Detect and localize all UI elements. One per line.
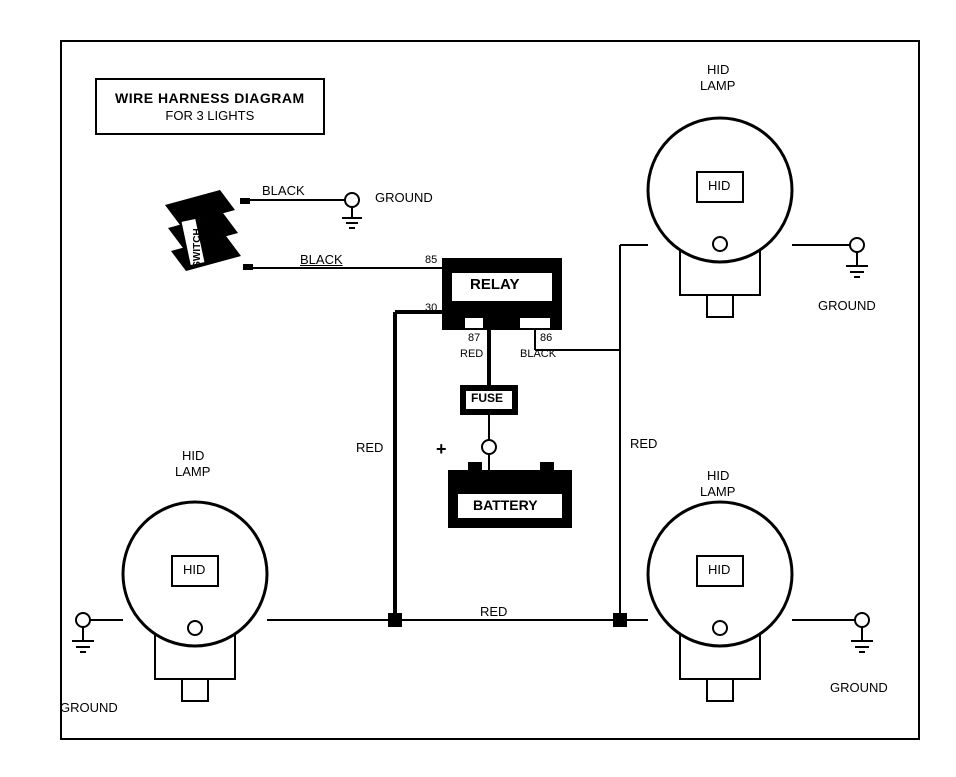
- svg-text:SWITCH: SWITCH: [192, 228, 203, 267]
- label-hidlamp-bl1: HID: [182, 448, 204, 463]
- label-pin86: 86: [540, 332, 552, 344]
- lamp-bottom-right: [627, 502, 873, 701]
- label-fuse: FUSE: [471, 391, 503, 405]
- label-pin85: 85: [425, 254, 437, 266]
- label-pin87: 87: [468, 332, 480, 344]
- label-relay: RELAY: [470, 276, 519, 293]
- wiring-svg: SWITCH: [0, 0, 956, 777]
- label-battery: BATTERY: [473, 497, 538, 513]
- label-hid-tr: HID: [708, 178, 730, 193]
- label-hid-br: HID: [708, 562, 730, 577]
- lamp-bottom-left: [72, 502, 267, 701]
- label-hidlamp-tr1: HID: [707, 62, 729, 77]
- label-pin30: 30: [425, 302, 437, 314]
- relay-symbol: [442, 258, 562, 330]
- label-plus: +: [436, 439, 447, 460]
- label-ground-bl: GROUND: [60, 700, 118, 715]
- diagram-canvas: WIRE HARNESS DIAGRAM FOR 3 LIGHTS SWITCH: [0, 0, 956, 777]
- label-ground-br: GROUND: [830, 680, 888, 695]
- label-ground-switch: GROUND: [375, 190, 433, 205]
- label-hidlamp-bl2: LAMP: [175, 464, 210, 479]
- label-red-86v: RED: [630, 436, 657, 451]
- switch-ground-wire: [250, 193, 362, 228]
- label-hidlamp-br2: LAMP: [700, 484, 735, 499]
- label-black-2: BLACK: [300, 252, 343, 267]
- switch-symbol: SWITCH: [165, 190, 253, 271]
- label-black-86: BLACK: [520, 348, 556, 360]
- wire-fuse-battery: [482, 415, 496, 470]
- label-hid-bl: HID: [183, 562, 205, 577]
- battery-symbol: [448, 462, 572, 528]
- label-ground-tr: GROUND: [818, 298, 876, 313]
- label-black-1: BLACK: [262, 183, 305, 198]
- label-hidlamp-tr2: LAMP: [700, 78, 735, 93]
- label-red-bus: RED: [480, 604, 507, 619]
- label-red-30: RED: [356, 440, 383, 455]
- label-hidlamp-br1: HID: [707, 468, 729, 483]
- wire-relay30: [388, 312, 442, 627]
- lamp-top-right: [648, 118, 868, 317]
- label-red-87: RED: [460, 348, 483, 360]
